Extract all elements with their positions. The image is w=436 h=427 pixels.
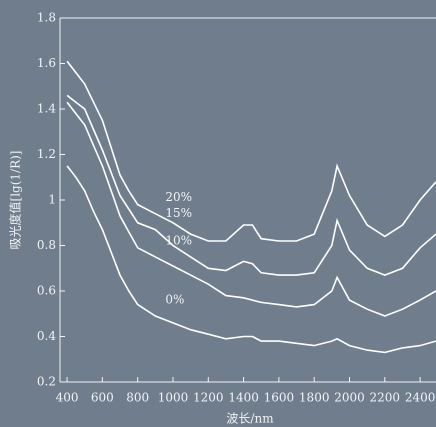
x-tick-label: 600 <box>91 391 114 405</box>
y-tick-label: 1 <box>48 193 56 207</box>
series-label: 20% <box>165 190 192 204</box>
x-tick-label: 2200 <box>370 391 401 405</box>
x-tick-label: 1800 <box>299 391 330 405</box>
y-tick-label: 0.4 <box>37 329 56 343</box>
x-tick-label: 400 <box>56 391 79 405</box>
x-tick-label: 2400 <box>405 391 436 405</box>
chart: 吸光度值[lg(1/R)] 波长/nm 0.2 0.4 0.6 0.8 1 1.2 1.4 1… <box>0 0 436 427</box>
y-tick-label: 1.6 <box>37 56 56 70</box>
series-label: 15% <box>165 206 192 220</box>
x-tick-label: 1400 <box>228 391 259 405</box>
y-tick-label: 0.2 <box>37 375 56 389</box>
x-tick-label: 2000 <box>334 391 365 405</box>
x-tick-label: 1000 <box>158 391 189 405</box>
y-tick-label: 0.8 <box>37 238 56 252</box>
series-label: 0% <box>165 293 184 307</box>
y-tick-label: 1.8 <box>37 11 56 25</box>
y-tick-label: 1.4 <box>37 102 56 116</box>
y-axis-label: 吸光度值[lg(1/R)] <box>8 151 23 250</box>
series-label: 10% <box>165 233 192 247</box>
x-tick-label: 1200 <box>193 391 224 405</box>
y-tick-label: 0.6 <box>37 284 56 298</box>
x-axis-label: 波长/nm <box>226 412 274 426</box>
background <box>0 0 436 427</box>
x-tick-label: 1600 <box>264 391 295 405</box>
y-tick-label: 1.2 <box>37 147 56 161</box>
x-tick-label: 800 <box>126 391 149 405</box>
